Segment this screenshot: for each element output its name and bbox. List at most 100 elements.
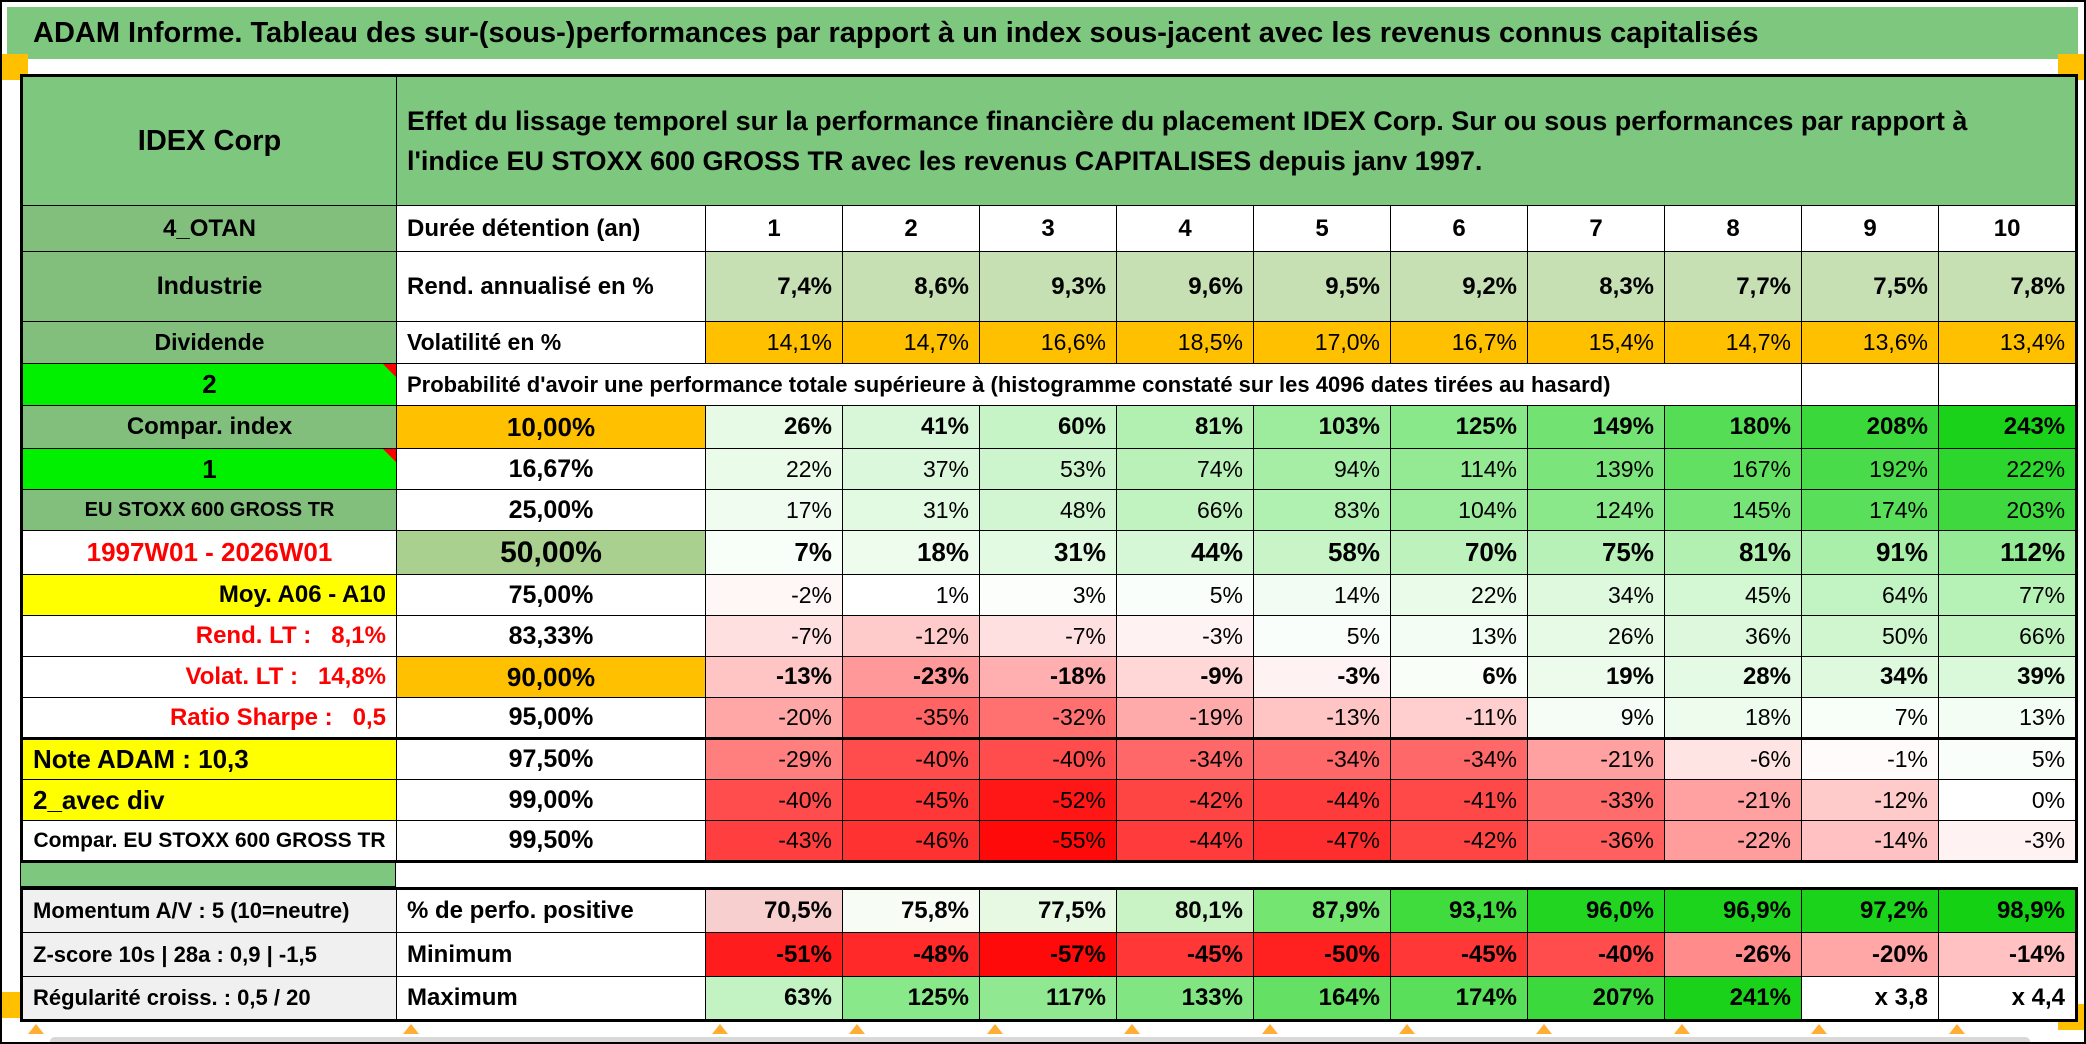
metric-rend-annualise[interactable]: Rend. annualisé en % [396, 251, 706, 322]
rend-cell[interactable]: 8,3% [1527, 251, 1665, 322]
stat-row-label[interactable]: Momentum A/V : 5 (10=neutre) [21, 888, 397, 933]
threshold-cell[interactable]: 83,33% [396, 615, 706, 657]
matrix-cell[interactable]: 44% [1116, 530, 1254, 575]
matrix-cell[interactable]: -42% [1390, 820, 1528, 862]
matrix-cell[interactable]: 31% [979, 530, 1117, 575]
stat-metric[interactable]: % de perfo. positive [396, 888, 706, 933]
matrix-cell[interactable]: -55% [979, 820, 1117, 862]
matrix-cell[interactable]: -32% [979, 697, 1117, 739]
volat-cell[interactable]: 14,7% [1664, 321, 1802, 364]
matrix-cell[interactable]: -34% [1253, 737, 1391, 780]
stat-row-label[interactable]: Régularité croiss. : 0,5 / 20 [21, 976, 397, 1021]
matrix-cell[interactable]: -44% [1253, 779, 1391, 821]
matrix-cell[interactable]: 77% [1937, 574, 2078, 616]
matrix-row-label[interactable]: Volat. LT : 14,8% [21, 656, 397, 698]
rend-cell[interactable]: 8,6% [842, 251, 980, 322]
matrix-cell[interactable]: -20% [705, 697, 843, 739]
column-header-5[interactable]: 5 [1253, 205, 1391, 252]
matrix-cell[interactable]: 7% [1801, 697, 1939, 739]
threshold-cell[interactable]: 16,67% [396, 448, 706, 490]
matrix-cell[interactable]: 74% [1116, 448, 1254, 490]
matrix-cell[interactable]: -9% [1116, 656, 1254, 698]
empty-cell[interactable] [1801, 363, 1939, 406]
matrix-row-label[interactable]: Rend. LT : 8,1% [21, 615, 397, 657]
matrix-cell[interactable]: -45% [842, 779, 980, 821]
matrix-cell[interactable]: 103% [1253, 405, 1391, 449]
stat-cell[interactable]: -57% [979, 932, 1117, 977]
matrix-cell[interactable]: 203% [1937, 489, 2078, 531]
matrix-cell[interactable]: -12% [842, 615, 980, 657]
stat-cell[interactable]: x 4,4 [1938, 976, 2077, 1021]
matrix-cell[interactable]: 18% [842, 530, 980, 575]
stat-cell[interactable]: 70,5% [705, 888, 843, 933]
description-cell[interactable]: Effet du lissage temporel sur la perform… [395, 75, 2078, 206]
matrix-cell[interactable]: 94% [1253, 448, 1391, 490]
stat-cell[interactable]: -48% [842, 932, 980, 977]
empty-cell[interactable] [1937, 363, 2078, 406]
matrix-cell[interactable]: 83% [1253, 489, 1391, 531]
matrix-cell[interactable]: 208% [1801, 405, 1939, 449]
stat-cell[interactable]: -45% [1390, 932, 1528, 977]
matrix-cell[interactable]: 34% [1801, 656, 1939, 698]
matrix-cell[interactable]: 5% [1253, 615, 1391, 657]
stat-cell[interactable]: 75,8% [842, 888, 980, 933]
matrix-cell[interactable]: -13% [705, 656, 843, 698]
matrix-cell[interactable]: 58% [1253, 530, 1391, 575]
stat-cell[interactable]: 80,1% [1116, 888, 1254, 933]
column-header-6[interactable]: 6 [1390, 205, 1528, 252]
matrix-cell[interactable]: -7% [705, 615, 843, 657]
column-header-3[interactable]: 3 [979, 205, 1117, 252]
matrix-cell[interactable]: -21% [1664, 779, 1802, 821]
rend-cell[interactable]: 9,3% [979, 251, 1117, 322]
volat-cell[interactable]: 16,7% [1390, 321, 1528, 364]
stat-cell[interactable]: -26% [1664, 932, 1802, 977]
matrix-cell[interactable]: -34% [1390, 737, 1528, 780]
matrix-cell[interactable]: 124% [1527, 489, 1665, 531]
volat-cell[interactable]: 18,5% [1116, 321, 1254, 364]
matrix-cell[interactable]: 48% [979, 489, 1117, 531]
matrix-cell[interactable]: -43% [705, 820, 843, 862]
matrix-cell[interactable]: 36% [1664, 615, 1802, 657]
column-header-1[interactable]: 1 [705, 205, 843, 252]
matrix-cell[interactable]: 145% [1664, 489, 1802, 531]
matrix-cell[interactable]: 34% [1527, 574, 1665, 616]
stat-cell[interactable]: 117% [979, 976, 1117, 1021]
threshold-cell[interactable]: 97,50% [396, 737, 706, 780]
matrix-row-label[interactable]: 1 [21, 448, 397, 490]
matrix-cell[interactable]: 192% [1801, 448, 1939, 490]
matrix-cell[interactable]: -12% [1801, 779, 1939, 821]
matrix-cell[interactable]: -7% [979, 615, 1117, 657]
matrix-cell[interactable]: 75% [1527, 530, 1665, 575]
threshold-cell[interactable]: 99,00% [396, 779, 706, 821]
stat-cell[interactable]: -14% [1938, 932, 2077, 977]
column-header-9[interactable]: 9 [1801, 205, 1939, 252]
matrix-row-label[interactable]: 1997W01 - 2026W01 [21, 530, 397, 575]
rend-cell[interactable]: 7,4% [705, 251, 843, 322]
matrix-cell[interactable]: -3% [1116, 615, 1254, 657]
matrix-cell[interactable]: 26% [1527, 615, 1665, 657]
horizontal-scrollbar[interactable] [50, 1037, 2030, 1042]
matrix-cell[interactable]: -22% [1664, 820, 1802, 862]
matrix-cell[interactable]: -3% [1937, 820, 2078, 862]
matrix-cell[interactable]: 66% [1937, 615, 2078, 657]
rend-cell[interactable]: 7,7% [1664, 251, 1802, 322]
volat-cell[interactable]: 13,6% [1801, 321, 1939, 364]
matrix-row-label[interactable]: Compar. index [21, 405, 397, 449]
matrix-row-label[interactable]: Moy. A06 - A10 [21, 574, 397, 616]
stat-cell[interactable]: 164% [1253, 976, 1391, 1021]
matrix-cell[interactable]: 5% [1116, 574, 1254, 616]
matrix-cell[interactable]: -6% [1664, 737, 1802, 780]
matrix-cell[interactable]: -41% [1390, 779, 1528, 821]
title-bar[interactable]: ADAM Informe. Tableau des sur-(sous-)per… [7, 7, 2078, 59]
matrix-cell[interactable]: -29% [705, 737, 843, 780]
stat-cell[interactable]: 97,2% [1801, 888, 1939, 933]
matrix-cell[interactable]: -52% [979, 779, 1117, 821]
matrix-cell[interactable]: 7% [705, 530, 843, 575]
matrix-cell[interactable]: 70% [1390, 530, 1528, 575]
matrix-cell[interactable]: -11% [1390, 697, 1528, 739]
matrix-cell[interactable]: 112% [1937, 530, 2078, 575]
matrix-row-label[interactable]: EU STOXX 600 GROSS TR [21, 489, 397, 531]
matrix-cell[interactable]: 28% [1664, 656, 1802, 698]
column-header-4[interactable]: 4 [1116, 205, 1254, 252]
matrix-cell[interactable]: 60% [979, 405, 1117, 449]
